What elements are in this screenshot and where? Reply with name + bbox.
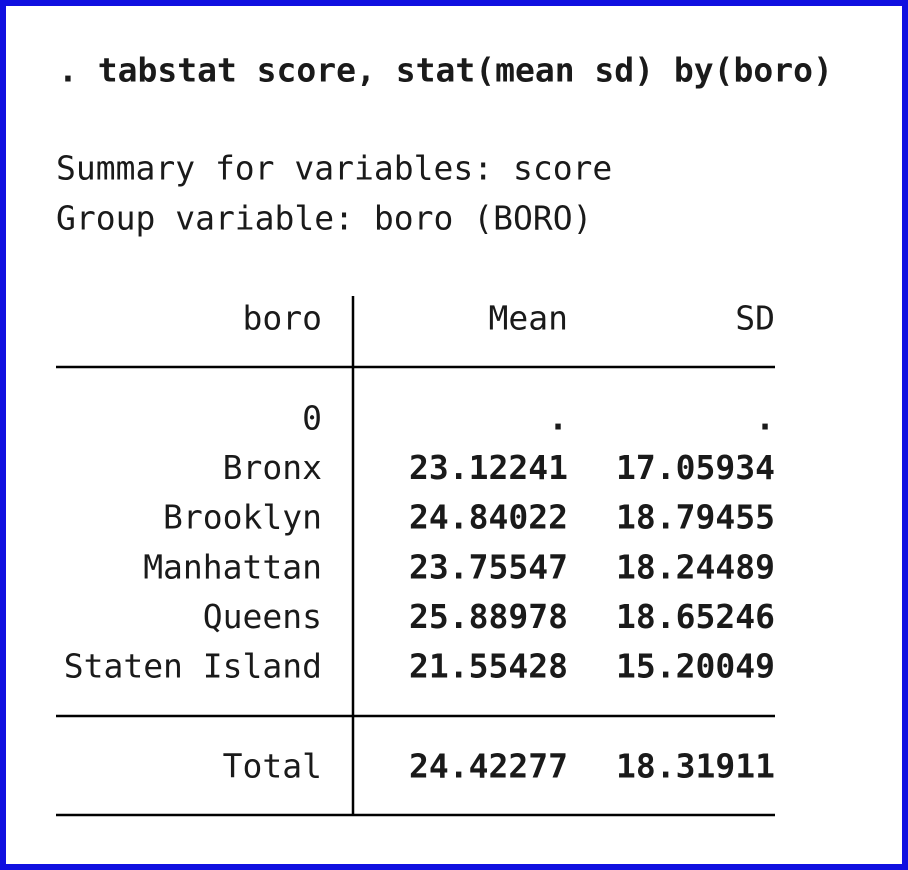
row-label: 0 (302, 399, 322, 438)
cell: 24.42277 (409, 747, 568, 786)
row-label: Queens (203, 597, 322, 636)
row-label: Manhattan (143, 547, 322, 586)
cell: 17.05934 (616, 448, 775, 487)
summary-line: Summary for variables: score (56, 149, 612, 188)
summary-line: Group variable: boro (BORO) (56, 199, 592, 238)
cell: 24.84022 (409, 498, 568, 537)
column-header: boro (243, 299, 322, 338)
row-label: Brooklyn (163, 498, 322, 537)
cell: 18.24489 (616, 547, 775, 586)
cell: 23.75547 (409, 547, 568, 586)
cell: 25.88978 (409, 597, 568, 636)
cell: 18.31911 (616, 747, 775, 786)
cell: 18.79455 (616, 498, 775, 537)
cell: 23.12241 (409, 448, 568, 487)
cell: 15.20049 (616, 647, 775, 686)
command: . tabstat score, stat(mean sd) by(boro) (58, 51, 833, 90)
cell: . (755, 399, 775, 438)
column-header: SD (735, 299, 775, 338)
row-label: Bronx (223, 448, 322, 487)
cell: 21.55428 (409, 647, 568, 686)
row-label: Staten Island (64, 647, 322, 686)
cell: 18.65246 (616, 597, 775, 636)
cell: . (548, 399, 568, 438)
column-header: Mean (489, 299, 568, 338)
row-label: Total (223, 747, 322, 786)
